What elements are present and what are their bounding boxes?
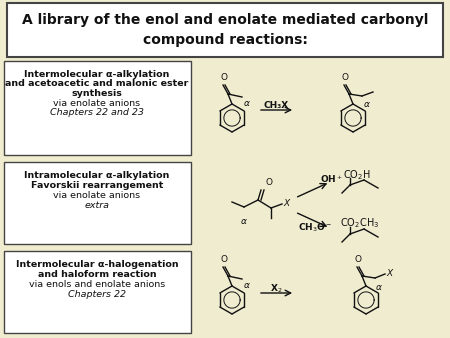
Text: and acetoacetic and malonic ester: and acetoacetic and malonic ester xyxy=(5,79,189,89)
Text: A library of the enol and enolate mediated carbonyl
compound reactions:: A library of the enol and enolate mediat… xyxy=(22,13,428,47)
Text: α: α xyxy=(364,100,370,109)
Text: CO$_2$H: CO$_2$H xyxy=(343,168,371,182)
Text: X$_2$: X$_2$ xyxy=(270,283,283,295)
Text: X: X xyxy=(283,198,289,208)
Text: Intermolecular α-halogenation: Intermolecular α-halogenation xyxy=(16,260,178,269)
Text: α: α xyxy=(244,99,250,108)
Text: CH₃X: CH₃X xyxy=(264,101,289,111)
Text: α: α xyxy=(376,283,382,292)
Text: via enolate anions: via enolate anions xyxy=(54,98,140,107)
Text: O: O xyxy=(342,73,348,82)
Text: α: α xyxy=(244,281,250,290)
Text: and haloform reaction: and haloform reaction xyxy=(38,270,156,279)
Text: O: O xyxy=(220,255,228,264)
Text: O: O xyxy=(266,178,273,187)
FancyBboxPatch shape xyxy=(7,3,443,57)
Text: CO$_2$CH$_3$: CO$_2$CH$_3$ xyxy=(340,216,379,230)
Text: OH$^+$: OH$^+$ xyxy=(320,173,343,185)
Text: α: α xyxy=(241,217,247,226)
Text: via enolate anions: via enolate anions xyxy=(54,191,140,200)
Text: O: O xyxy=(355,255,361,264)
Text: O: O xyxy=(220,73,228,82)
Text: X: X xyxy=(386,268,392,277)
Text: Favorskii rearrangement: Favorskii rearrangement xyxy=(31,181,163,190)
Text: Chapters 22 and 23: Chapters 22 and 23 xyxy=(50,108,144,117)
FancyBboxPatch shape xyxy=(4,162,191,244)
Text: synthesis: synthesis xyxy=(72,89,122,98)
Text: CH$_3$O$^-$: CH$_3$O$^-$ xyxy=(298,222,332,235)
FancyBboxPatch shape xyxy=(4,61,191,155)
Text: extra: extra xyxy=(85,201,109,210)
FancyBboxPatch shape xyxy=(4,251,191,333)
Text: Intermolecular α-alkylation: Intermolecular α-alkylation xyxy=(24,70,170,79)
Text: via enols and enolate anions: via enols and enolate anions xyxy=(29,280,165,289)
Text: Chapters 22: Chapters 22 xyxy=(68,290,126,299)
Text: Intramolecular α-alkylation: Intramolecular α-alkylation xyxy=(24,171,170,180)
